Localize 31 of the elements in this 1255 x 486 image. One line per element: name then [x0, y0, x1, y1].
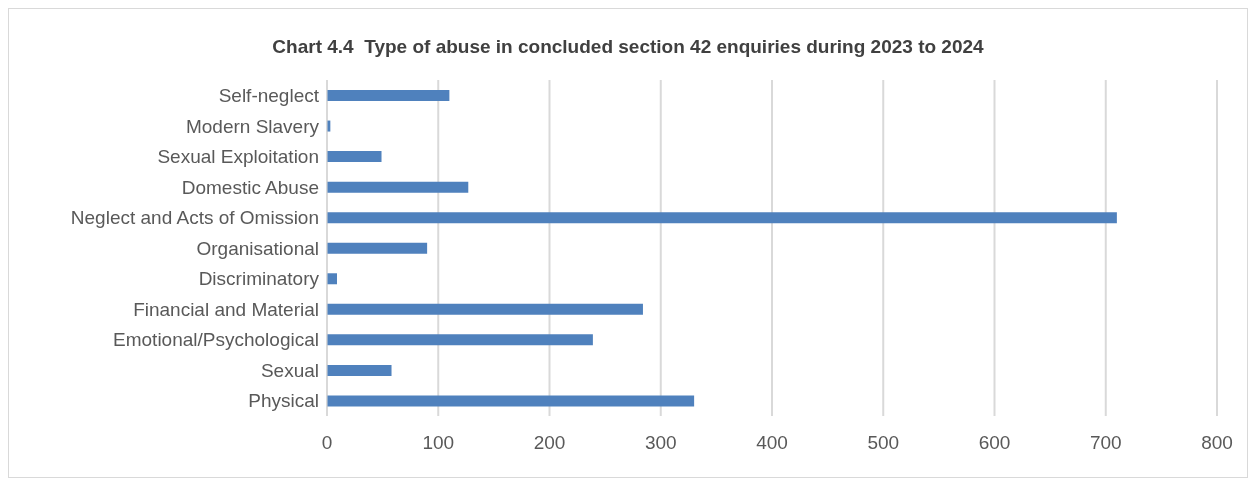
- y-tick-label: Neglect and Acts of Omission: [70, 207, 319, 229]
- y-tick-label: Domestic Abuse: [181, 176, 319, 198]
- x-tick-label: 0: [321, 432, 333, 454]
- bar: [327, 90, 450, 101]
- bar: [327, 273, 338, 285]
- y-tick-label: Sexual: [260, 359, 319, 381]
- bar: [327, 364, 392, 376]
- bar: [327, 212, 1117, 224]
- x-tick-label: 100: [422, 432, 455, 454]
- x-tick-label: 300: [644, 432, 677, 454]
- x-tick-label: 800: [1201, 432, 1233, 454]
- bar: [327, 334, 593, 346]
- y-tick-label: Organisational: [196, 237, 319, 259]
- bar: [327, 242, 428, 254]
- y-tick-label: Discriminatory: [198, 268, 320, 290]
- y-tick-label: Sexual Exploitation: [157, 146, 319, 168]
- y-tick-label: Physical: [248, 390, 319, 412]
- x-tick-label: 700: [1089, 432, 1122, 454]
- bar: [327, 303, 643, 315]
- y-tick-label: Modern Slavery: [185, 115, 320, 137]
- y-tick-label: Financial and Material: [133, 298, 319, 320]
- bar: [327, 181, 469, 193]
- x-tick-label: 600: [978, 432, 1011, 454]
- y-tick-label: Emotional/Psychological: [113, 329, 319, 351]
- x-tick-label: 500: [867, 432, 900, 454]
- x-tick-label: 400: [756, 432, 788, 454]
- bar: [327, 395, 695, 407]
- y-tick-label: Self-neglect: [218, 85, 320, 107]
- bar: [327, 151, 382, 163]
- chart-title: Chart 4.4 Type of abuse in concluded section 42 enquiries during 2023 to 2024: [271, 35, 985, 59]
- x-tick-label: 200: [533, 432, 566, 454]
